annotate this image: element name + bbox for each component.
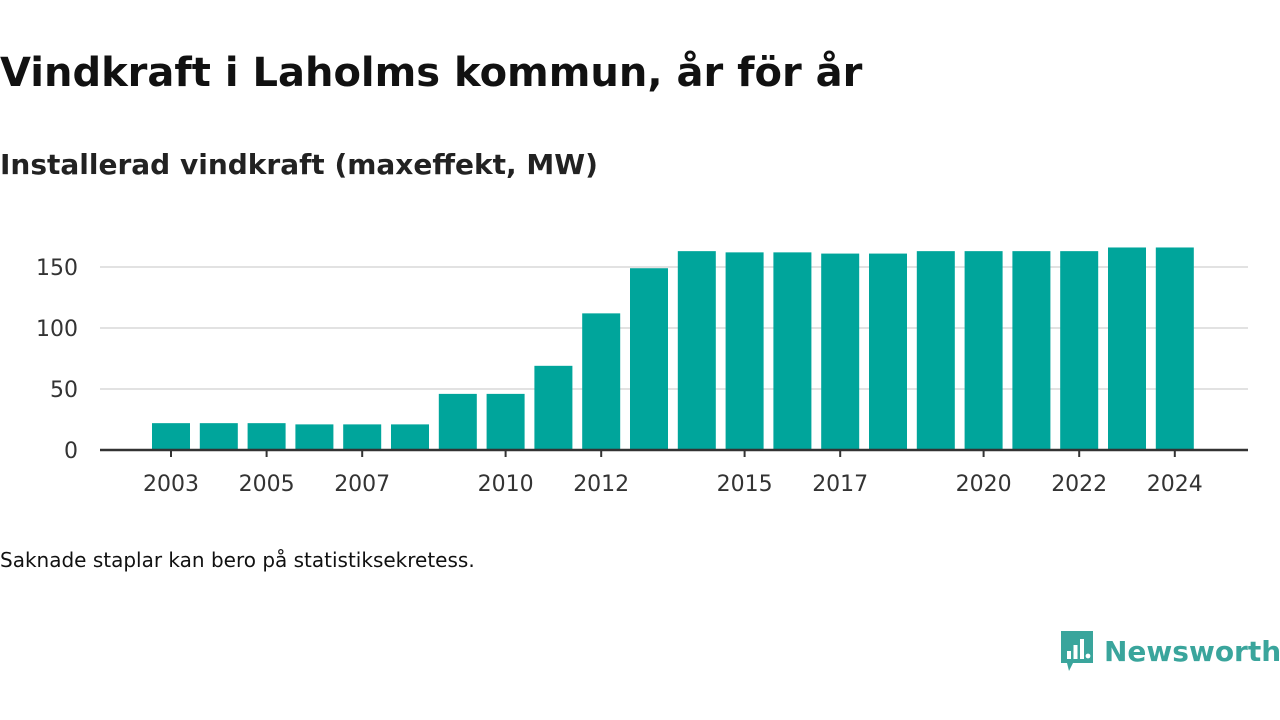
grid-lines (100, 266, 1248, 390)
bar-2023 (1108, 247, 1146, 450)
x-tick-label: 2020 (956, 472, 1012, 497)
bar-2003 (152, 423, 190, 450)
bar-2022 (1060, 251, 1099, 450)
bar-2006 (295, 424, 334, 450)
x-tick-label: 2003 (143, 472, 199, 497)
x-tick-label: 2005 (239, 472, 295, 497)
x-tick-label: 2012 (573, 472, 629, 497)
y-tick-label: 50 (50, 378, 78, 403)
chart-subtitle: Installerad vindkraft (maxeffekt, MW) (0, 148, 598, 181)
x-tick-label: 2017 (812, 472, 868, 497)
bar-chart: 0 50 100 150 2003 2005 2007 2010 2012 2015 2017 202… (36, 247, 1248, 497)
x-tick-label: 2024 (1147, 472, 1203, 497)
bar-2015 (725, 252, 764, 450)
x-tick-label: 2022 (1051, 472, 1107, 497)
bar-2019 (916, 251, 955, 450)
axes (100, 448, 1248, 457)
bar-2009 (438, 393, 477, 450)
x-tick-label: 2007 (334, 472, 390, 497)
bar-2016 (773, 252, 812, 450)
bar-2007 (343, 424, 382, 450)
newsworthy-logo-icon (1061, 631, 1093, 671)
tick-labels: 0 50 100 150 2003 2005 2007 2010 2012 2015 2017 202… (36, 256, 1203, 497)
bar-2011 (534, 365, 573, 450)
bar-2005 (247, 423, 286, 450)
brand-logo: Newsworthy (1058, 628, 1280, 674)
bar-2017 (821, 253, 860, 450)
bar-2008 (391, 424, 429, 450)
bar-2013 (630, 268, 668, 450)
bar-2020 (964, 251, 1003, 450)
bar-2018 (869, 253, 907, 450)
bar-2004 (199, 423, 238, 450)
y-tick-label: 100 (36, 317, 78, 342)
footnote: Saknade staplar kan bero på statistiksek… (0, 548, 475, 572)
bar-2014 (677, 251, 716, 450)
bar-2010 (486, 393, 525, 450)
bar-2021 (1012, 251, 1051, 450)
y-tick-label: 0 (64, 439, 78, 464)
brand-name: Newsworthy (1104, 634, 1280, 668)
y-tick-label: 150 (36, 256, 78, 281)
bars (152, 247, 1194, 450)
x-tick-label: 2015 (717, 472, 773, 497)
x-tick-label: 2010 (478, 472, 534, 497)
bar-2012 (582, 313, 621, 450)
chart-title: Vindkraft i Laholms kommun, år för år (0, 50, 863, 96)
bar-2024 (1155, 247, 1194, 450)
